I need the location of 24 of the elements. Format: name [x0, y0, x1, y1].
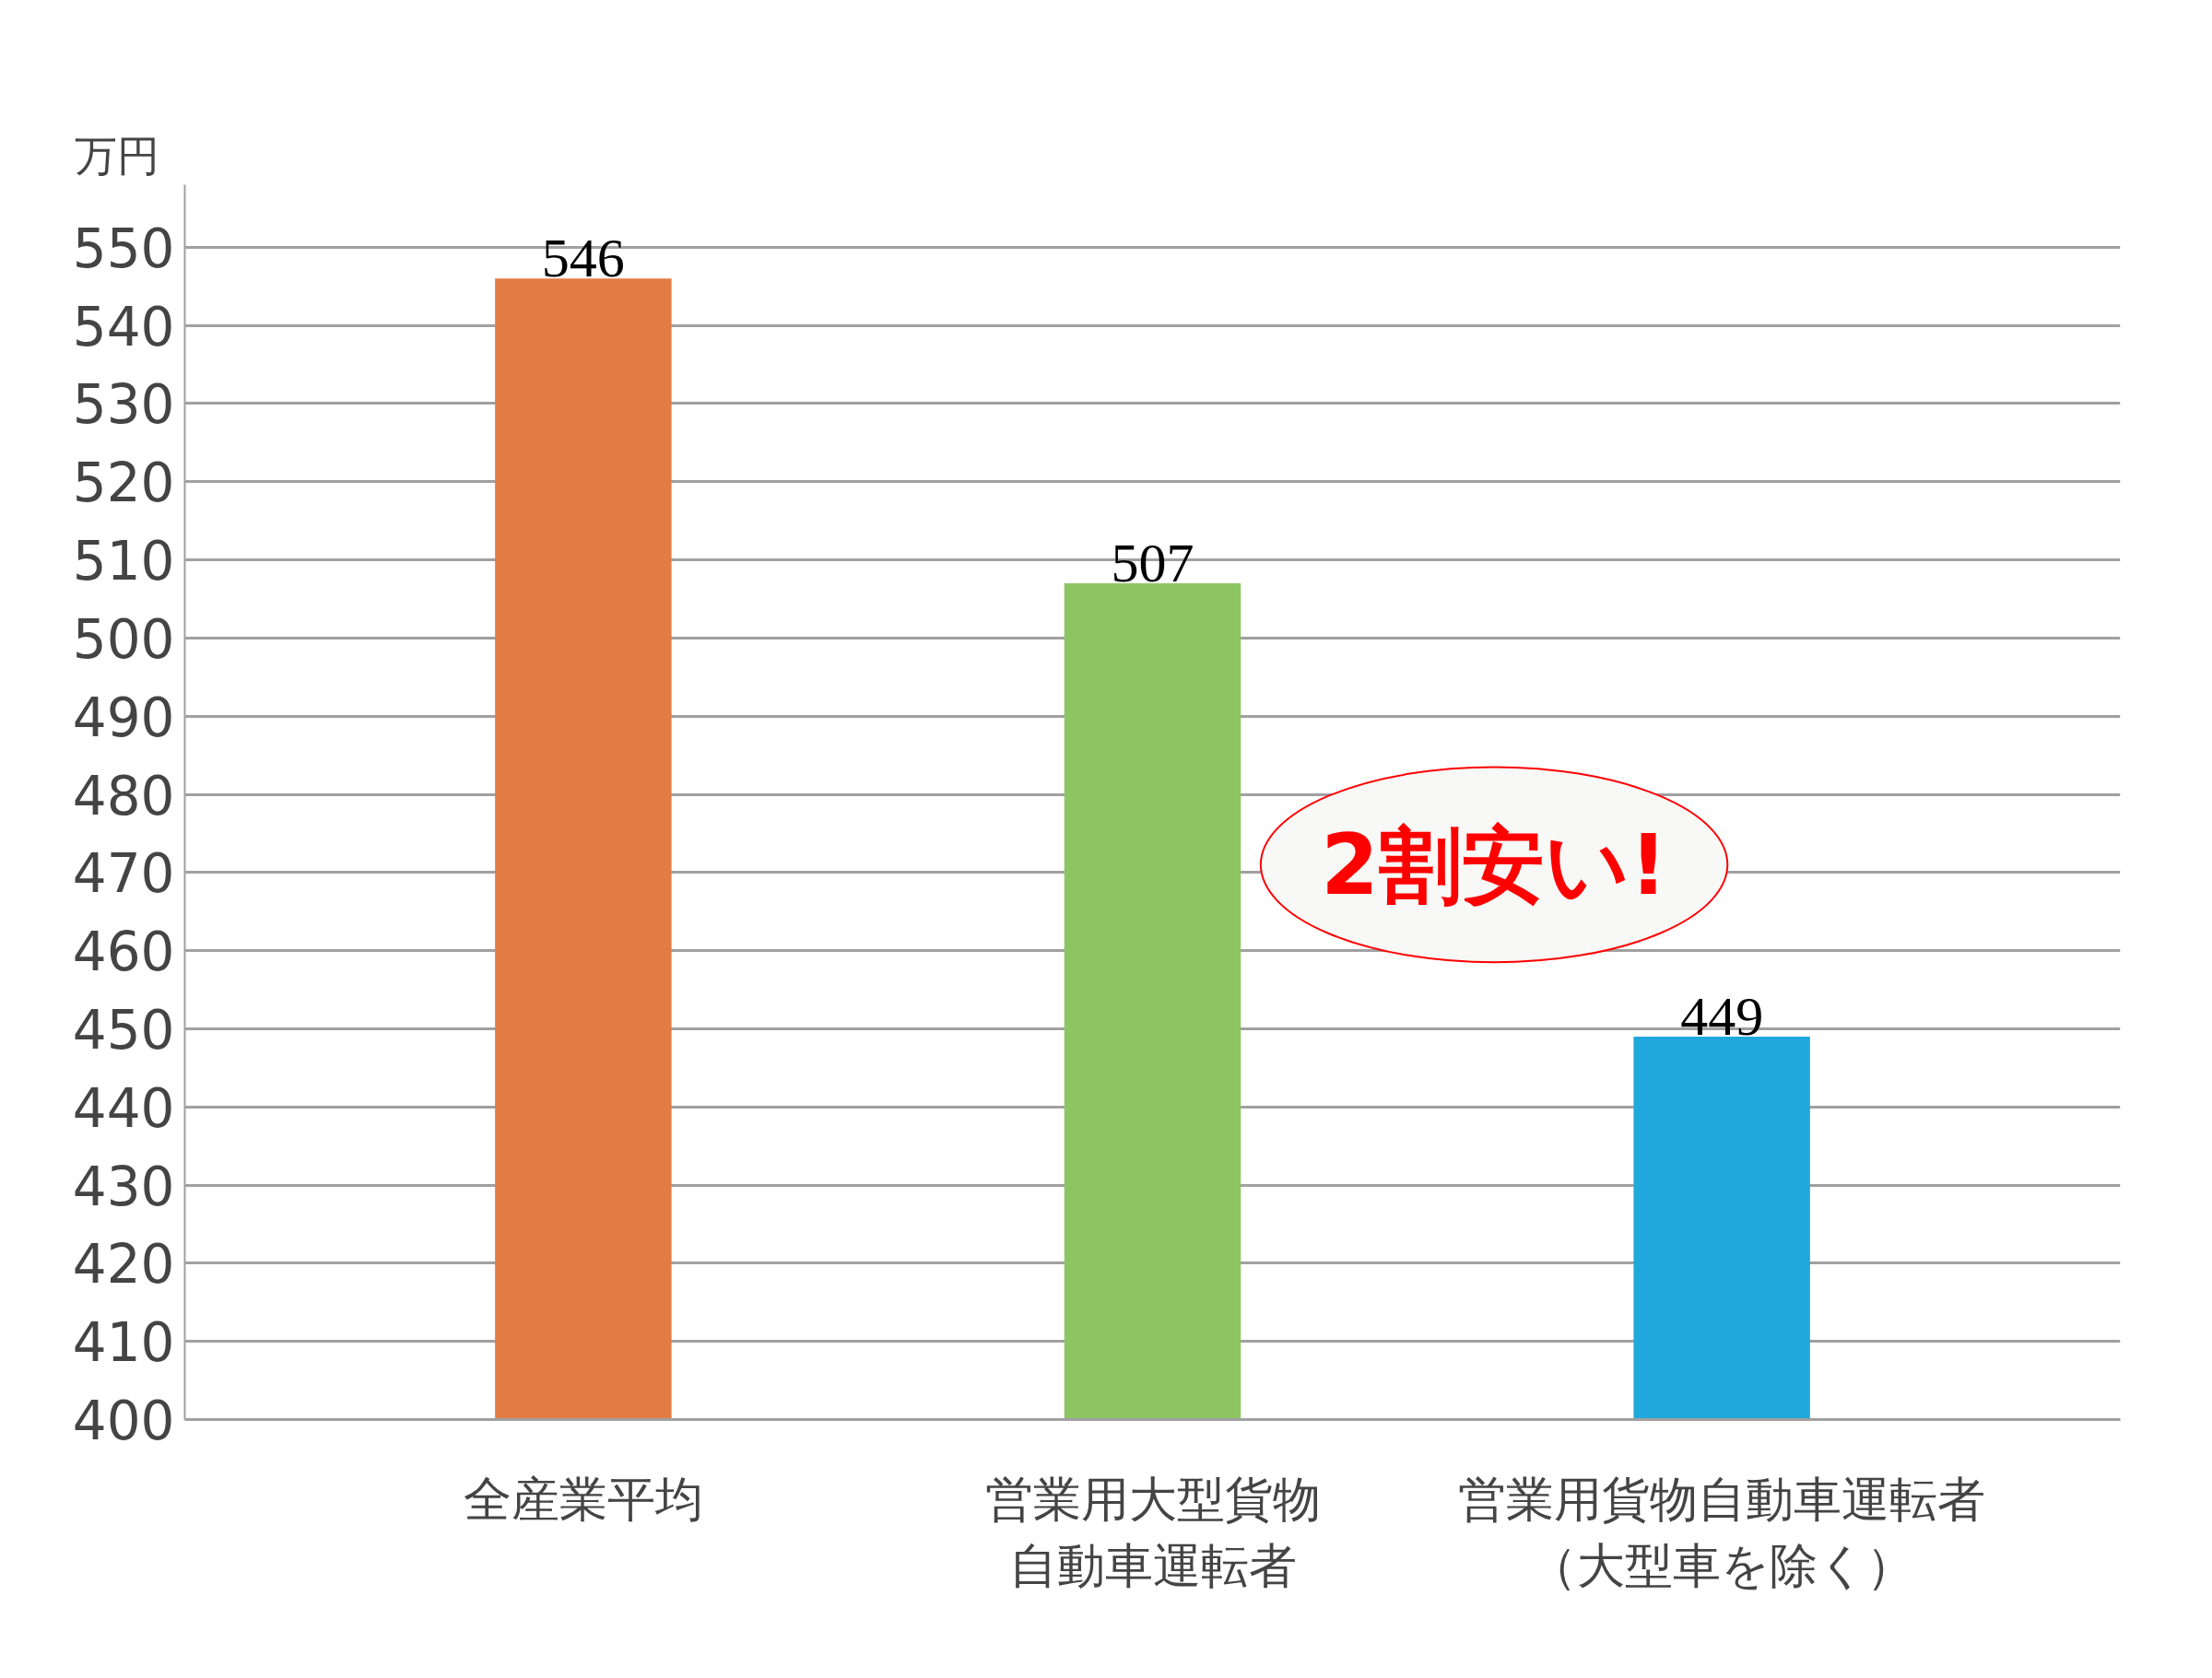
data-label: 546 [541, 228, 625, 289]
y-tick-label: 450 [72, 998, 175, 1062]
x-tick-label: 営業用貨物自動車運転者（大型車を除く） [1458, 1471, 1986, 1593]
y-tick-label: 550 [72, 217, 175, 280]
y-tick-label: 430 [72, 1155, 175, 1218]
x-tick-label: 営業用大型貨物自動車運転者 [984, 1471, 1321, 1593]
y-tick-label: 510 [72, 530, 175, 593]
y-tick-label: 440 [72, 1076, 175, 1140]
y-tick-label: 530 [72, 373, 175, 437]
annotation: 2割安い! [1321, 816, 1667, 913]
y-axis-title: 万円 [74, 130, 159, 181]
data-label: 507 [1111, 533, 1194, 594]
y-tick-label: 520 [72, 452, 175, 515]
y-tick-label: 480 [72, 764, 175, 827]
y-tick-label: 500 [72, 607, 175, 671]
y-tick-label: 420 [72, 1233, 175, 1297]
data-label: 449 [1680, 985, 1764, 1047]
y-tick-label: 540 [72, 295, 175, 358]
y-tick-label: 410 [72, 1311, 175, 1375]
y-tick-label: 400 [72, 1390, 175, 1452]
y-tick-label: 490 [72, 686, 175, 749]
y-tick-label: 470 [72, 842, 175, 906]
x-tick-label: 全産業平均 [463, 1471, 703, 1527]
y-tick-label: 460 [72, 921, 175, 984]
